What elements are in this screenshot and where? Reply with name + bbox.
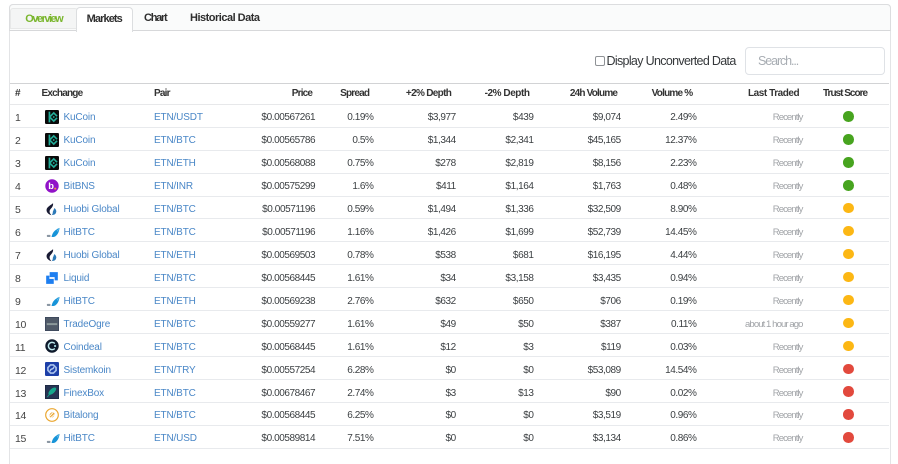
- svg-text:b: b: [48, 181, 54, 191]
